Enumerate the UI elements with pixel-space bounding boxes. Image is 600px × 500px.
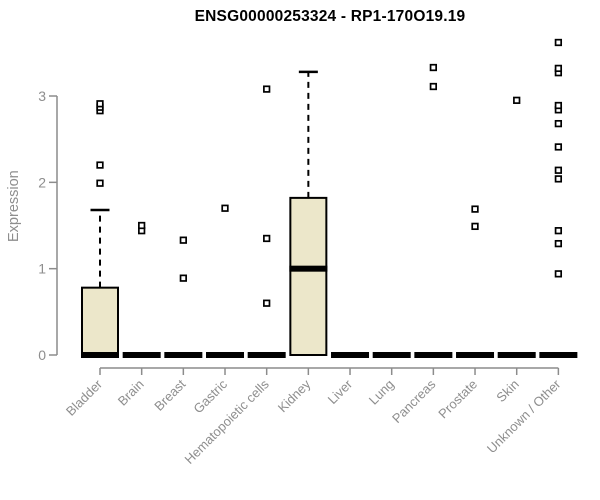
median-bar <box>331 352 370 358</box>
outlier-point <box>554 119 563 128</box>
x-axis-category-label: Skin <box>493 377 521 405</box>
outlier-point <box>96 179 104 187</box>
outlier-point <box>554 101 563 110</box>
outlier-point <box>554 143 563 151</box>
x-axis-category-label: Unknown / Other <box>484 376 564 456</box>
outlier-point <box>513 96 521 104</box>
box-iqr <box>81 286 119 356</box>
x-axis-category-label: Liver <box>325 376 356 407</box>
outlier-point <box>554 227 563 235</box>
y-axis-tick-label: 2 <box>38 174 46 190</box>
outlier-point <box>554 270 563 278</box>
outlier-point <box>554 38 563 47</box>
outlier-point <box>471 222 479 231</box>
outlier-point <box>429 63 438 72</box>
y-axis-tick-label: 3 <box>38 88 46 104</box>
box-iqr <box>289 196 328 356</box>
outlier-point <box>179 274 187 282</box>
outlier-point <box>263 234 271 243</box>
median-bar <box>456 352 495 358</box>
outlier-point <box>554 175 563 183</box>
x-axis-category-label: Lung <box>366 377 397 408</box>
chart-title: ENSG00000253324 - RP1-170O19.19 <box>194 8 466 25</box>
median-bar <box>289 265 328 272</box>
outlier-point <box>138 221 146 230</box>
outlier-point <box>554 64 563 73</box>
outlier-point <box>263 299 271 307</box>
median-bar <box>247 352 286 358</box>
median-bar <box>414 352 453 358</box>
outlier-point <box>221 204 229 212</box>
outlier-point <box>96 100 104 108</box>
y-axis-label: Expression <box>6 170 22 242</box>
x-axis-category-label: Prostate <box>435 377 480 422</box>
x-axis-category-label: Bladder <box>63 376 106 419</box>
x-axis-category-label: Kidney <box>275 376 314 415</box>
x-axis-category-label: Gastric <box>190 376 230 416</box>
outlier-point <box>429 82 438 91</box>
median-bar <box>164 352 203 358</box>
y-axis-tick-label: 1 <box>38 261 46 277</box>
x-axis-category-label: Brain <box>115 377 147 409</box>
outlier-point <box>96 161 104 169</box>
outlier-point <box>554 166 563 174</box>
y-axis-tick-label: 0 <box>38 347 46 363</box>
median-bar <box>539 352 578 358</box>
outlier-point <box>263 85 271 93</box>
outlier-point <box>179 236 187 244</box>
x-axis-category-label: Breast <box>151 376 188 413</box>
median-bar <box>206 352 245 358</box>
median-bar <box>497 352 536 358</box>
median-bar <box>122 352 161 358</box>
outlier-point <box>471 205 479 213</box>
outlier-point <box>554 239 563 248</box>
median-bar <box>372 352 411 358</box>
median-bar <box>81 352 119 358</box>
x-axis-category-label: Pancreas <box>389 376 439 426</box>
